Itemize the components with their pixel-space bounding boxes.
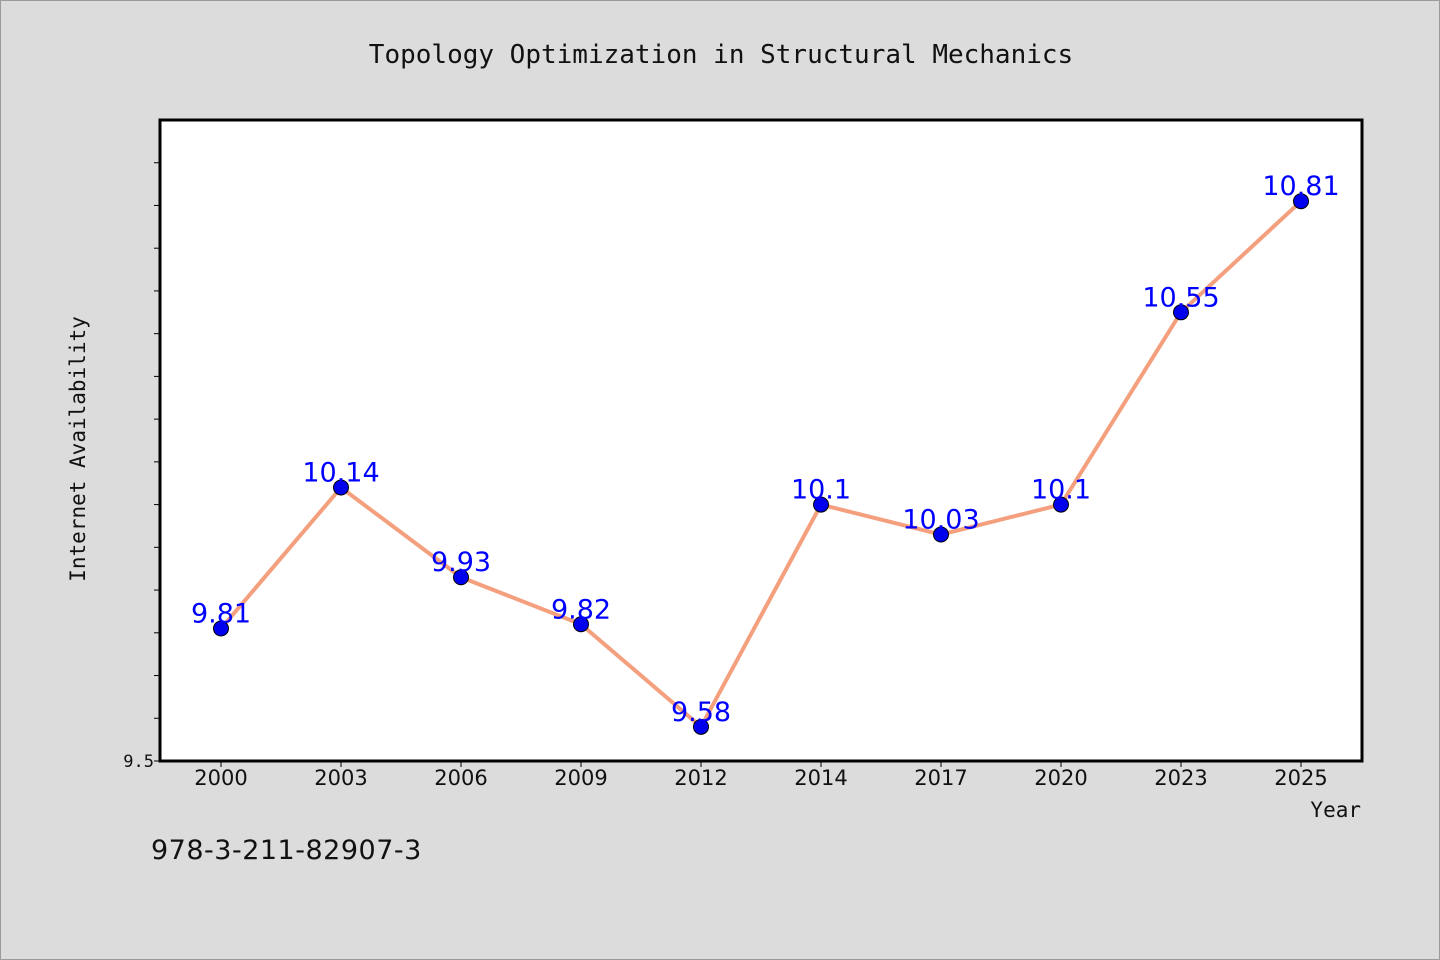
data-point	[693, 718, 709, 735]
data-label: 9.58	[671, 697, 731, 728]
data-point	[1293, 193, 1309, 210]
data-point	[573, 616, 589, 633]
data-label: 9.81	[191, 599, 251, 630]
data-point	[813, 496, 829, 513]
y-axis-label: Internet Availability	[66, 316, 90, 582]
data-point	[1173, 304, 1189, 321]
data-label: 10.1	[791, 475, 851, 506]
data-label: 9.93	[431, 547, 491, 578]
x-tick-label: 2014	[794, 766, 847, 790]
x-tick-label: 2025	[1274, 766, 1327, 790]
x-axis-tick-labels: 2000 2003 2006 2009 2012 2014 2017 2020 2023 2025	[194, 766, 1327, 790]
data-label: 10.55	[1142, 282, 1219, 313]
data-labels: 9.81 10.14 9.93 9.82 9.58 10.1 10.03 10.1 10.55 1…	[191, 171, 1340, 728]
data-label: 10.81	[1262, 171, 1339, 202]
data-label: 9.82	[551, 594, 611, 625]
y-axis-tick-labels: 9.5	[123, 752, 154, 772]
isbn-text: 978-3-211-82907-3	[151, 835, 422, 866]
x-tick-label: 2012	[674, 766, 727, 790]
x-tick-label: 2003	[314, 766, 367, 790]
data-label: 10.14	[302, 458, 379, 489]
x-tick-label: 2009	[554, 766, 607, 790]
data-point	[333, 479, 349, 496]
x-axis-label: Year	[1310, 798, 1361, 822]
x-tick-label: 2020	[1034, 766, 1087, 790]
x-tick-label: 2000	[194, 766, 247, 790]
data-point	[1053, 496, 1069, 513]
series-line	[219, 199, 1303, 729]
data-label: 10.1	[1031, 475, 1091, 506]
y-axis-ticks	[154, 162, 160, 762]
data-point	[933, 526, 949, 543]
data-label: 10.03	[902, 505, 979, 536]
x-tick-label: 2023	[1154, 766, 1207, 790]
series-internet-availability	[213, 193, 1309, 735]
data-point	[213, 620, 229, 637]
chart-title: Topology Optimization in Structural Mech…	[369, 40, 1073, 70]
x-tick-label: 2006	[434, 766, 487, 790]
data-point	[453, 569, 469, 586]
x-axis-ticks	[220, 761, 1302, 767]
y-tick-label: 9.5	[123, 752, 154, 772]
plot-area	[158, 118, 1364, 763]
x-tick-label: 2017	[914, 766, 967, 790]
